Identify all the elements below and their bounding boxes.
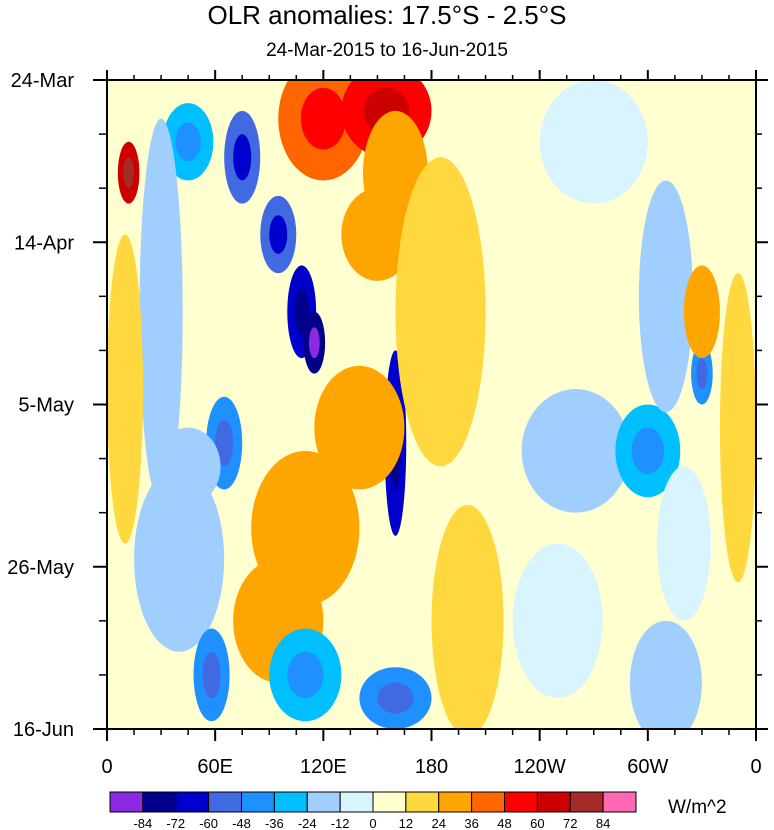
x-axis: 0 60E 120E 180 120W 60W 0 [101,70,762,778]
anomaly-blob-32 [683,265,720,359]
colorbar-swatch [208,791,242,813]
colorbar-swatch [438,791,473,813]
colorbar-swatch [536,791,571,813]
colorbar-swatch [405,791,440,813]
anomaly-blob-core-18 [287,651,324,699]
colorbar-units: W/m^2 [668,797,727,818]
x-tick-label: 60W [627,756,668,778]
x-tick-label: 180 [415,756,448,778]
anomaly-blob-core-12 [215,419,234,467]
colorbar-label: 60 [530,816,544,830]
anomaly-blob-33 [719,273,756,583]
colorbar-label: -36 [265,816,284,830]
colorbar-swatch [241,791,275,813]
y-tick-label: 14-Apr [14,232,74,254]
anomaly-blob-11 [341,188,414,281]
colorbar-label: -48 [232,816,251,830]
x-tick-label: 0 [101,756,112,778]
colorbar-swatch [504,791,538,813]
anomaly-blob-28 [512,543,603,699]
colorbar-label: 48 [497,816,511,830]
colorbar-swatch [471,791,505,813]
y-tick-label: 24-Mar [11,70,75,92]
colorbar: -84 -72 -60 -48 -36 -24 -12 0 12 24 36 48 60 72 84 [109,791,637,830]
colorbar-swatch [602,791,637,813]
anomaly-blob-23 [638,180,693,413]
anomaly-blob-20 [395,157,486,467]
anomaly-blob-core-0 [123,157,135,189]
colorbar-swatch [339,791,374,813]
y-axis: 24-Mar 14-Apr 5-May 26-May 16-Jun [7,70,768,741]
anomaly-blob-core-17 [202,651,221,699]
colorbar-label: 72 [563,816,577,830]
chart-title: OLR anomalies: 17.5°S - 2.5°S [207,0,567,30]
colorbar-label: 0 [369,816,376,830]
anomaly-blob-core-1 [175,122,201,162]
colorbar-label: 36 [464,816,478,830]
colorbar-swatch [569,791,604,813]
anomaly-blob-core-2 [233,134,252,181]
x-tick-label: 120W [514,756,566,778]
anomaly-blob-25 [539,80,648,204]
anomaly-blob-core-19 [377,682,414,714]
anomaly-blob-29 [139,118,183,505]
anomaly-blob-core-6 [300,87,346,150]
x-tick-label: 60E [197,756,233,778]
anomaly-blob-core-3 [269,215,288,254]
colorbar-label: -60 [199,816,218,830]
anomaly-blob-10 [314,365,405,490]
colorbar-label: -12 [331,816,350,830]
anomaly-blob-31 [431,504,504,729]
colorbar-label: -72 [166,816,185,830]
colorbar-label: 84 [596,816,610,830]
anomaly-blob-14 [134,466,225,652]
x-tick-label: 0 [750,756,761,778]
anomaly-blob-26 [656,466,711,621]
chart-subtitle: 24-Mar-2015 to 16-Jun-2015 [266,40,508,61]
colorbar-label: -84 [133,816,152,830]
colorbar-label: 12 [399,816,413,830]
anomaly-field [107,80,756,729]
y-tick-label: 26-May [7,557,74,579]
y-tick-label: 5-May [18,395,74,417]
anomaly-blob-core-5 [308,327,320,359]
anomaly-blob-30 [107,234,144,544]
y-tick-label: 16-Jun [13,719,74,741]
colorbar-swatch [306,791,341,813]
colorbar-swatch [109,791,144,813]
anomaly-blob-21 [521,389,630,513]
colorbar-swatch [273,791,308,813]
colorbar-swatch [175,791,210,813]
colorbar-label: -24 [298,816,317,830]
colorbar-swatch [142,791,177,813]
anomaly-blob-core-4 [294,288,309,335]
anomaly-blob-core-24 [696,358,708,390]
colorbar-swatch [372,791,407,813]
anomaly-blob-27 [629,620,702,729]
x-tick-label: 120E [300,756,347,778]
colorbar-label: 24 [432,816,446,830]
anomaly-blob-core-22 [631,427,665,475]
